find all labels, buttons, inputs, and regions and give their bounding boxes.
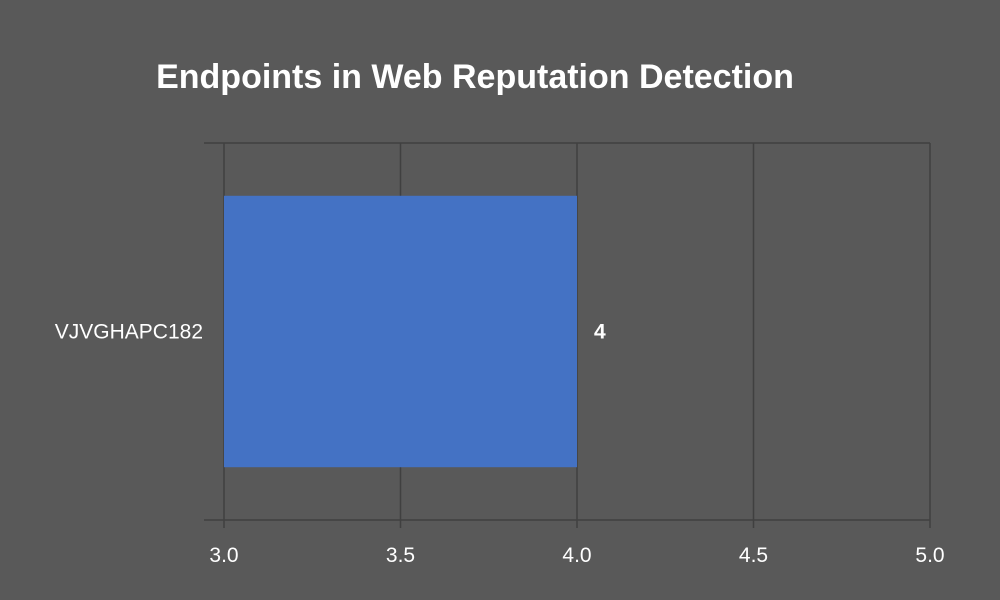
bar bbox=[224, 195, 577, 468]
x-tick-label: 3.5 bbox=[386, 544, 415, 567]
category-label: VJVGHAPC182 bbox=[55, 321, 203, 344]
x-tick-label: 4.5 bbox=[739, 544, 768, 567]
data-label: 4 bbox=[594, 321, 606, 344]
x-tick-label: 5.0 bbox=[915, 544, 944, 567]
chart-title: Endpoints in Web Reputation Detection bbox=[156, 58, 794, 96]
x-tick-label: 3.0 bbox=[209, 544, 238, 567]
x-tick-label: 4.0 bbox=[562, 544, 591, 567]
